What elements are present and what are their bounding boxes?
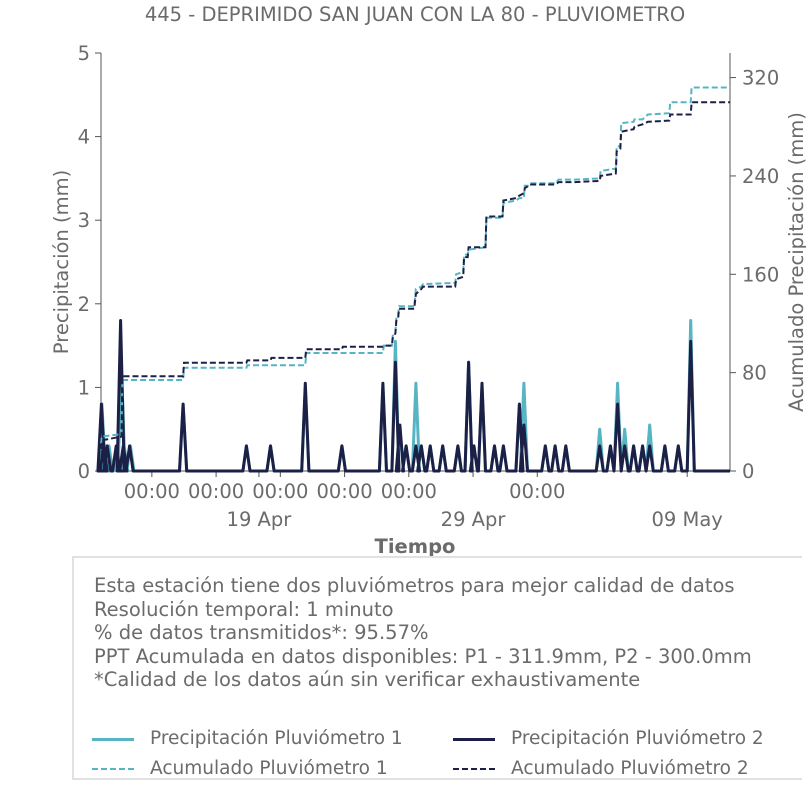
info-line: Resolución temporal: 1 minuto — [94, 597, 394, 621]
series-line-1 — [96, 319, 730, 473]
y2-tick-label: 0 — [742, 460, 754, 483]
y-tick-label: 3 — [78, 209, 90, 232]
info-line: % de datos transmitidos*: 95.57% — [94, 621, 429, 645]
y-tick-label: 5 — [78, 42, 90, 65]
x-tick-time-label: 00:00 — [509, 480, 565, 503]
x-tick-date-label: 09 May — [652, 508, 723, 531]
x-tick-date-label: 19 Apr — [227, 508, 293, 531]
legend-item-p1: Precipitación Pluviómetro 1 — [92, 728, 403, 749]
legend-label: Precipitación Pluviómetro 1 — [150, 728, 403, 749]
info-line: PPT Acumulada en datos disponibles: P1 -… — [94, 644, 752, 668]
legend-item-acum-p2: Acumulado Pluviómetro 2 — [453, 758, 749, 779]
series-line-2 — [100, 86, 730, 445]
info-line: *Calidad de los datos aún sin verificar … — [94, 668, 641, 692]
x-tick-time-label: 00:00 — [252, 480, 308, 503]
x-axis-label: Tiempo — [375, 535, 456, 558]
legend-swatch-dashed-p1 — [92, 763, 134, 775]
y2-tick-label: 80 — [742, 362, 767, 385]
chart-axes: 0 1 2 3 4 5 0 80 160 240 320 00:00 00:00 19 Apr 00:00 0… — [78, 42, 780, 531]
y-tick-label: 2 — [78, 293, 90, 316]
x-tick-time-label: 00:00 — [316, 480, 372, 503]
x-tick-date-label: 29 Apr — [441, 508, 507, 531]
y2-tick-label: 320 — [742, 67, 779, 90]
legend-swatch-solid-p1 — [92, 733, 134, 745]
info-box: Esta estación tiene dos pluviómetros par… — [72, 556, 802, 780]
info-line: Esta estación tiene dos pluviómetros par… — [94, 574, 735, 597]
y2-tick-label: 240 — [742, 165, 779, 188]
legend-item-acum-p1: Acumulado Pluviómetro 1 — [92, 758, 388, 779]
chart-title: 445 - DEPRIMIDO SAN JUAN CON LA 80 - PLU… — [145, 3, 685, 26]
y-tick-label: 4 — [78, 126, 90, 149]
series-line-3 — [100, 101, 730, 450]
rainfall-chart: 445 - DEPRIMIDO SAN JUAN CON LA 80 - PLU… — [50, 3, 806, 558]
y-axis-label: Precipitación (mm) — [50, 170, 73, 354]
x-tick-time-label: 00:00 — [381, 480, 437, 503]
y-tick-label: 0 — [78, 460, 90, 483]
legend-swatch-solid-p2 — [453, 733, 495, 745]
legend-item-p2: Precipitación Pluviómetro 2 — [453, 728, 764, 749]
info-lines: Esta estación tiene dos pluviómetros par… — [94, 574, 752, 692]
legend-label: Precipitación Pluviómetro 2 — [511, 728, 764, 749]
legend-label: Acumulado Pluviómetro 2 — [511, 758, 749, 779]
x-tick-time-label: 00:00 — [124, 480, 180, 503]
series-layer — [96, 86, 730, 473]
y2-axis-label: Acumulado Precipitación (mm) — [785, 112, 806, 412]
y-tick-label: 1 — [78, 376, 90, 399]
legend-swatch-dashed-p2 — [453, 763, 495, 775]
y2-tick-label: 160 — [742, 263, 779, 286]
legend-label: Acumulado Pluviómetro 1 — [150, 758, 388, 779]
x-tick-time-label: 00:00 — [188, 480, 244, 503]
